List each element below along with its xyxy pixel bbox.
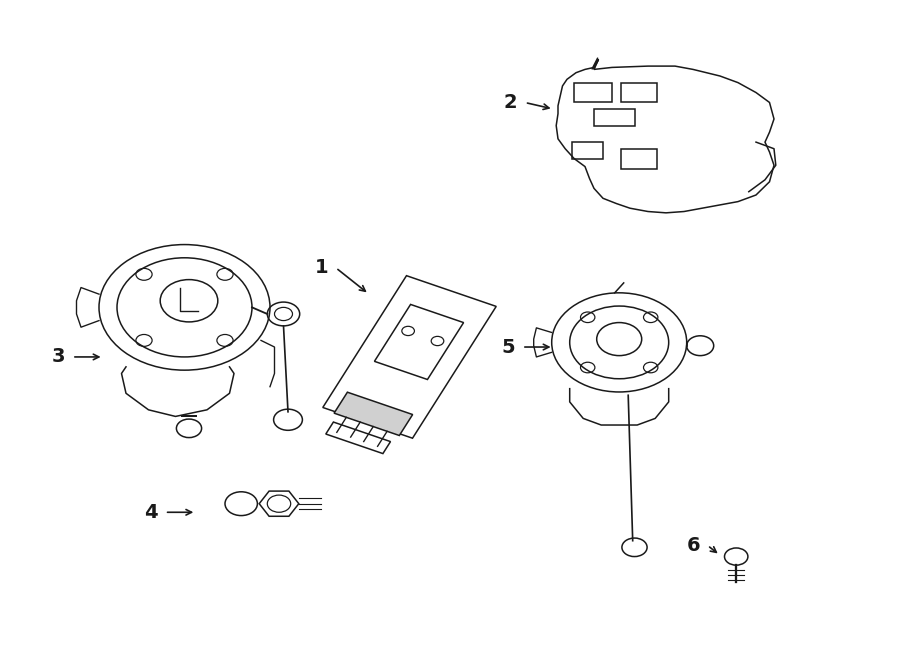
Text: 5: 5 bbox=[501, 338, 515, 356]
Polygon shape bbox=[334, 392, 412, 436]
Text: 6: 6 bbox=[687, 536, 700, 555]
Text: 3: 3 bbox=[51, 348, 65, 366]
Text: 1: 1 bbox=[315, 258, 328, 277]
Text: 4: 4 bbox=[144, 503, 158, 522]
Text: 2: 2 bbox=[504, 93, 518, 112]
